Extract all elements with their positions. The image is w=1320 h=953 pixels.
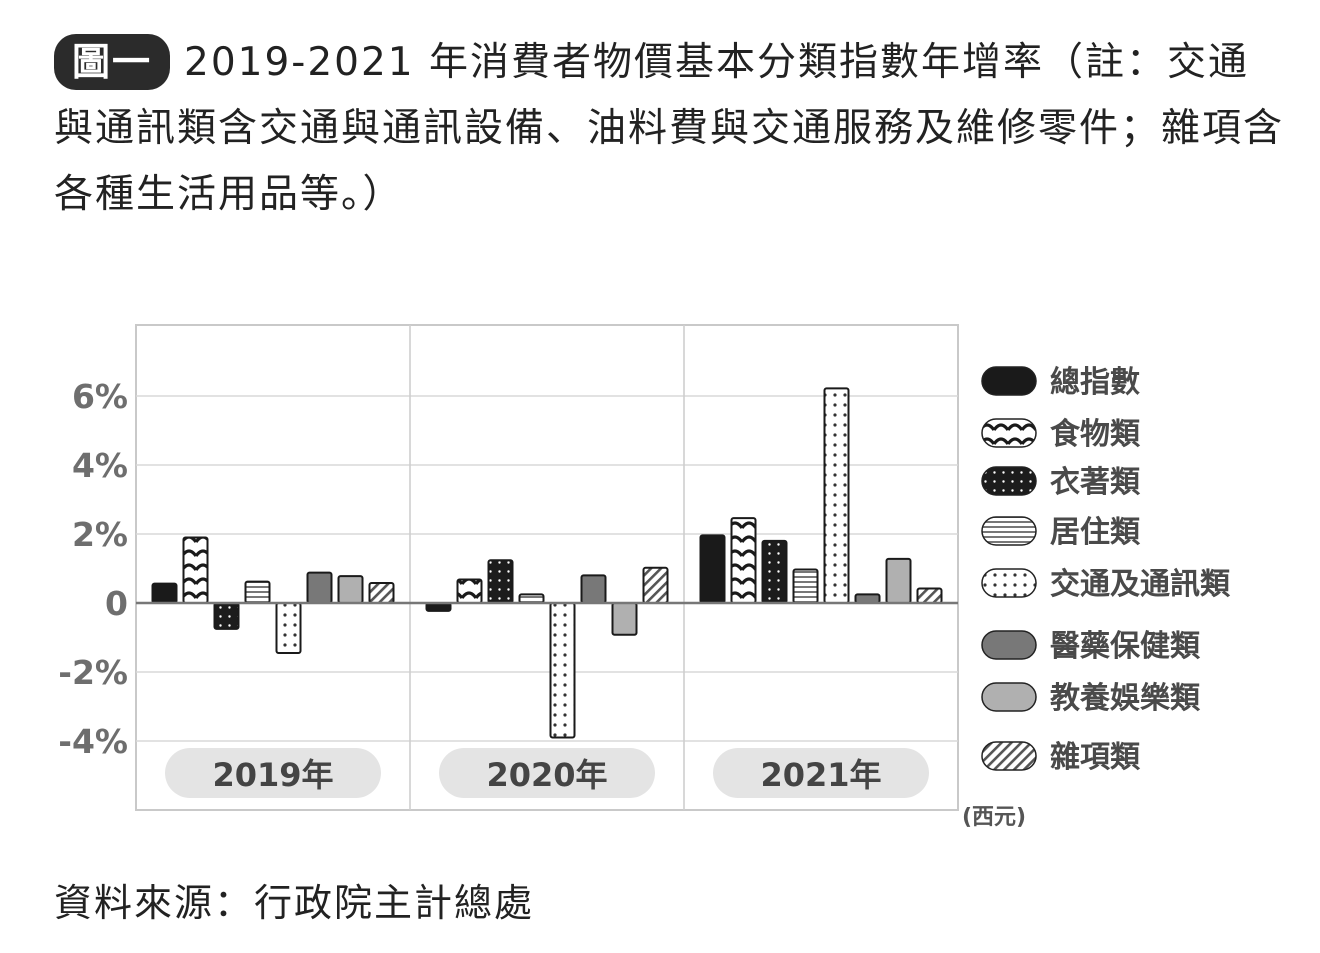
bar — [823, 387, 850, 604]
bar — [792, 568, 819, 604]
bar — [182, 536, 209, 605]
y-tick-label: 4% — [72, 446, 128, 485]
bar — [549, 602, 576, 739]
legend-label: 總指數 — [1050, 365, 1140, 400]
year-pill — [713, 748, 929, 798]
plot-frame — [135, 324, 959, 811]
bar — [213, 602, 240, 630]
legend-swatch — [981, 682, 1037, 712]
bar — [885, 557, 912, 605]
year-pill — [439, 748, 655, 798]
legend-label: 衣著類 — [1050, 465, 1141, 500]
legend-swatch — [981, 630, 1037, 660]
legend-swatch — [981, 516, 1037, 546]
legend-label: 醫藥保健類 — [1050, 629, 1201, 664]
legend-swatch — [981, 366, 1037, 396]
bar — [244, 580, 271, 604]
unit-label: (西元) — [962, 805, 1026, 830]
bar — [518, 593, 545, 604]
bar — [337, 575, 364, 605]
bars-layer — [136, 387, 958, 739]
y-tick-label: 2% — [72, 515, 128, 554]
chart-title-block: 圖一 2019-2021 年消費者物價基本分類指數年增率（註：交通與通訊類含交通與… — [54, 30, 1284, 228]
legend-label: 交通及通訊類 — [1050, 567, 1231, 602]
legend-swatch — [981, 418, 1037, 448]
legend-label: 教養娛樂類 — [1050, 681, 1201, 716]
year-label: 2021年 — [760, 756, 881, 794]
bar — [580, 574, 607, 605]
bar — [368, 581, 395, 604]
legend-label: 食物類 — [1050, 417, 1141, 452]
y-tick-label: -4% — [58, 722, 128, 761]
bar — [730, 517, 757, 605]
year-label: 2019年 — [212, 756, 333, 794]
bar — [306, 571, 333, 605]
legend-label: 雜項類 — [1050, 740, 1141, 775]
chart-title: 2019-2021 年消費者物價基本分類指數年增率（註：交通與通訊類含交通與通訊… — [54, 40, 1285, 217]
year-label: 2020年 — [486, 756, 607, 794]
bar — [611, 602, 638, 636]
bar — [699, 534, 726, 605]
bar — [275, 602, 302, 655]
year-pill — [165, 748, 381, 798]
y-tick-label: 0 — [105, 584, 128, 623]
legend-swatch — [981, 466, 1037, 496]
bar — [456, 578, 483, 604]
bar — [642, 566, 669, 604]
source-note: 資料來源：行政院主計總處 — [54, 881, 535, 925]
year-labels: 2019年 2020年 2021年 — [165, 748, 929, 798]
bar — [854, 593, 881, 604]
y-axis-ticks: 6% 4% 2% 0 -2% -4% — [58, 377, 128, 761]
legend-swatch — [981, 568, 1037, 598]
y-tick-label: 6% — [72, 377, 128, 416]
bar — [151, 582, 178, 604]
bar — [761, 539, 788, 605]
y-tick-label: -2% — [58, 653, 128, 692]
legend-label: 居住類 — [1050, 515, 1141, 550]
grid-layer — [135, 324, 959, 811]
bar — [487, 559, 514, 604]
legend-swatch — [981, 741, 1037, 771]
figure-badge: 圖一 — [54, 34, 171, 90]
bar — [916, 587, 943, 605]
